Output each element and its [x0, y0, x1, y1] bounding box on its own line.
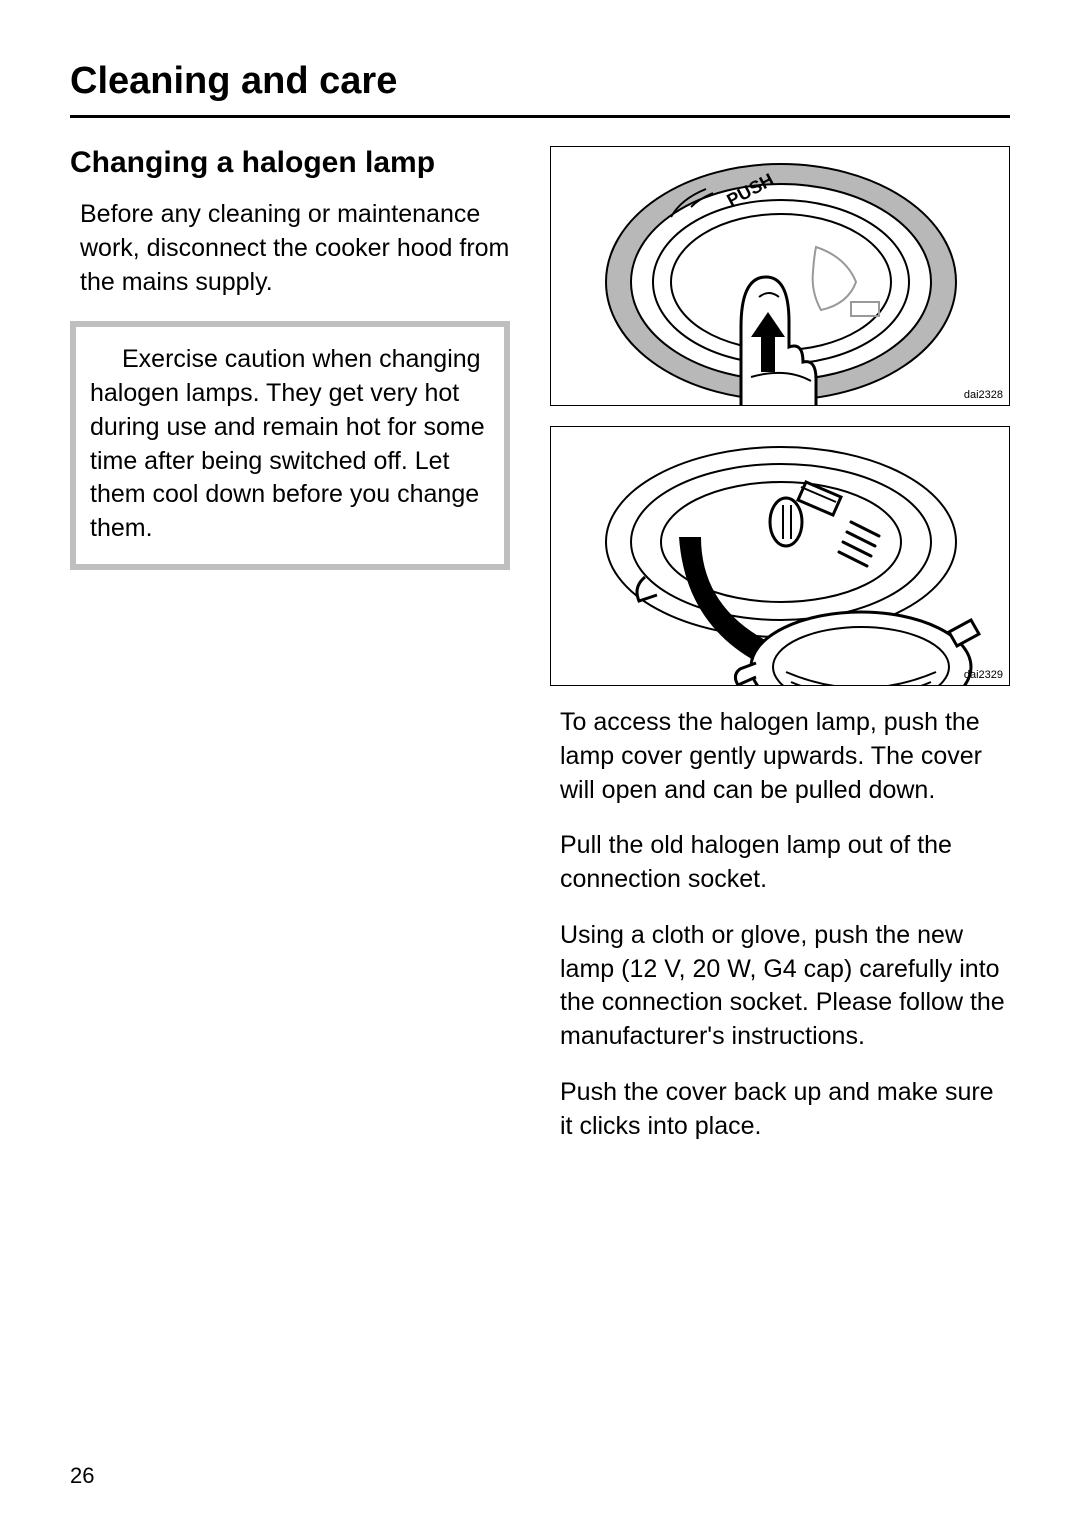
lamp-push-illustration: PUSH [551, 147, 1010, 406]
section-rule [70, 115, 1010, 118]
two-column-layout: Changing a halogen lamp Before any clean… [70, 146, 1010, 1165]
right-column: PUSH dai2328 [550, 146, 1010, 1165]
lamp-remove-illustration [551, 427, 1010, 686]
instruction-step: Push the cover back up and make sure it … [560, 1076, 1010, 1144]
caution-box: Exercise caution when changing halogen l… [70, 321, 510, 570]
figure-tag: dai2328 [964, 389, 1003, 401]
instruction-step: Using a cloth or glove, push the new lam… [560, 919, 1010, 1054]
left-column: Changing a halogen lamp Before any clean… [70, 146, 510, 1165]
section-title: Cleaning and care [70, 60, 1010, 103]
instruction-step: To access the halogen lamp, push the lam… [560, 706, 1010, 807]
instruction-step: Pull the old halogen lamp out of the con… [560, 829, 1010, 897]
caution-text: Exercise caution when changing halogen l… [90, 343, 490, 546]
page-number: 26 [70, 1463, 94, 1489]
sub-title: Changing a halogen lamp [70, 146, 510, 180]
figure-remove-lamp: dai2329 [550, 426, 1010, 686]
intro-paragraph: Before any cleaning or maintenance work,… [80, 198, 510, 299]
figure-push-cover: PUSH dai2328 [550, 146, 1010, 406]
figure-tag: dai2329 [964, 669, 1003, 681]
